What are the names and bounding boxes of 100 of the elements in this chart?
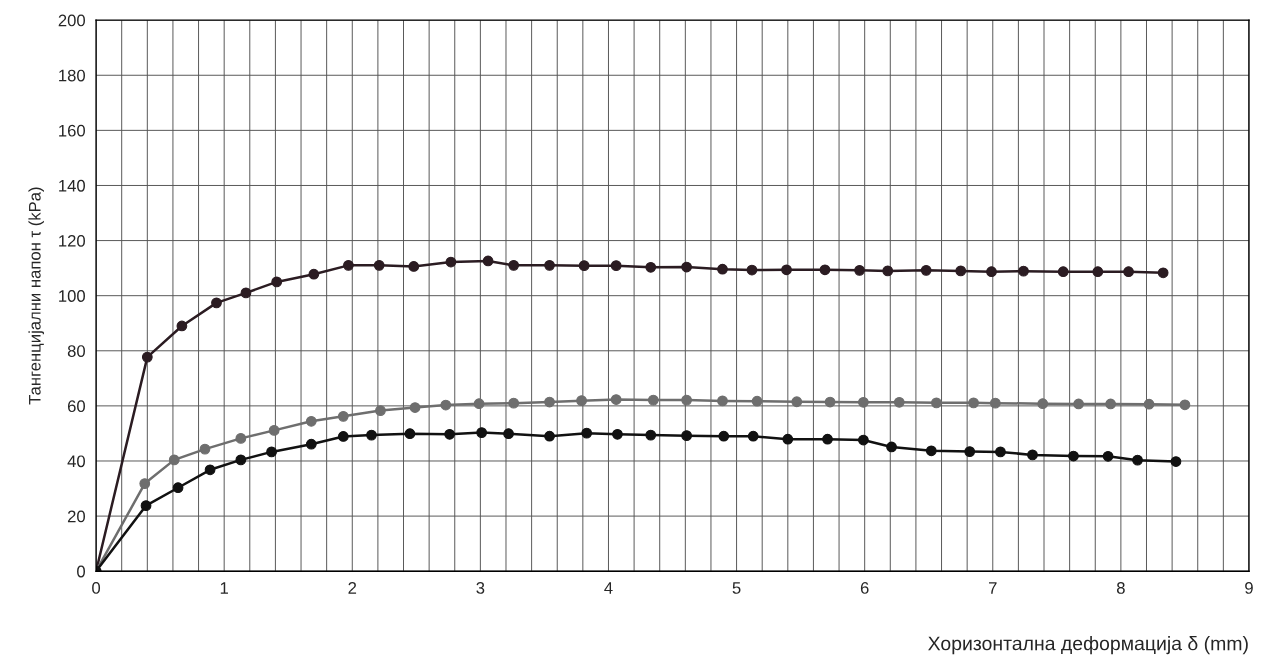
point	[445, 256, 457, 268]
x-tick-label: 6	[860, 582, 869, 594]
point	[1179, 399, 1191, 411]
point	[718, 430, 730, 442]
y-tick-label: 80	[67, 345, 86, 357]
x-tick-label: 9	[1245, 582, 1253, 594]
point	[645, 261, 657, 273]
point	[305, 415, 317, 427]
point	[986, 266, 997, 278]
point	[886, 441, 897, 453]
point	[1143, 398, 1155, 410]
x-tick-label: 3	[476, 582, 485, 594]
point	[235, 454, 247, 466]
point	[964, 446, 976, 458]
y-tick-label: 180	[59, 69, 86, 82]
point	[1057, 266, 1069, 278]
point	[681, 394, 692, 406]
point	[681, 430, 692, 442]
y-tick-label: 100	[59, 290, 86, 302]
point	[717, 395, 728, 407]
point	[140, 500, 152, 512]
point	[1092, 266, 1104, 278]
point	[610, 394, 622, 405]
y-tick-label: 140	[59, 179, 86, 192]
point	[576, 395, 587, 407]
point	[508, 397, 520, 409]
point	[995, 446, 1006, 458]
point	[854, 264, 865, 276]
point	[240, 287, 252, 299]
y-tick-label: 60	[67, 400, 86, 413]
point	[408, 261, 420, 272]
y-tick-label: 200	[58, 14, 86, 27]
point	[746, 264, 758, 276]
point	[308, 268, 320, 280]
point	[1068, 450, 1079, 462]
point	[647, 394, 659, 406]
point	[444, 428, 456, 440]
point	[1157, 267, 1169, 279]
point	[409, 402, 421, 413]
y-tick-label: 40	[67, 455, 86, 468]
point	[989, 397, 1001, 409]
y-tick-label: 120	[59, 234, 86, 247]
y-axis-title: Тангенцијални напон τ (kPa)	[28, 187, 44, 405]
y-tick-label: 160	[59, 124, 86, 137]
point	[139, 478, 151, 489]
point	[1105, 398, 1117, 410]
y-tick-label: 0	[77, 565, 86, 578]
point	[375, 405, 386, 416]
point	[544, 259, 555, 271]
point	[955, 265, 967, 277]
point	[781, 264, 792, 276]
point	[141, 351, 153, 363]
point	[482, 255, 494, 267]
point	[578, 260, 590, 272]
point	[610, 260, 622, 272]
point	[931, 397, 942, 409]
y-tick-label: 20	[67, 510, 86, 523]
point	[1132, 454, 1143, 466]
point	[1170, 456, 1182, 467]
point	[1018, 265, 1029, 277]
point	[782, 433, 794, 445]
point	[404, 428, 416, 440]
point	[1037, 398, 1049, 410]
point	[681, 261, 692, 273]
point	[266, 446, 277, 458]
x-tick-label: 1	[220, 582, 228, 594]
point	[645, 429, 657, 441]
point	[893, 396, 905, 408]
point	[920, 264, 932, 276]
point	[858, 434, 869, 446]
point	[366, 429, 377, 441]
point	[612, 428, 623, 440]
point	[968, 397, 979, 409]
point	[271, 276, 283, 288]
point	[1073, 398, 1084, 410]
point	[176, 320, 188, 332]
point	[824, 396, 836, 408]
point	[343, 259, 354, 271]
x-tick-label: 5	[732, 582, 741, 594]
point	[544, 396, 555, 408]
point	[473, 398, 485, 410]
point	[337, 410, 349, 422]
point	[882, 265, 894, 277]
point	[791, 396, 803, 408]
point	[508, 259, 520, 271]
point	[440, 399, 452, 411]
point	[503, 428, 514, 440]
point	[858, 396, 869, 408]
point	[1102, 450, 1114, 462]
point	[1027, 449, 1038, 461]
x-tick-label: 0	[92, 582, 101, 594]
point	[204, 464, 216, 476]
point	[211, 297, 222, 309]
x-tick-label: 8	[1116, 582, 1125, 594]
point	[199, 443, 211, 455]
x-tick-label: 7	[988, 582, 997, 594]
x-axis-title: Хоризонтална деформација δ (mm)	[928, 636, 1248, 655]
point	[476, 427, 488, 438]
point	[717, 263, 728, 275]
point	[544, 430, 555, 442]
